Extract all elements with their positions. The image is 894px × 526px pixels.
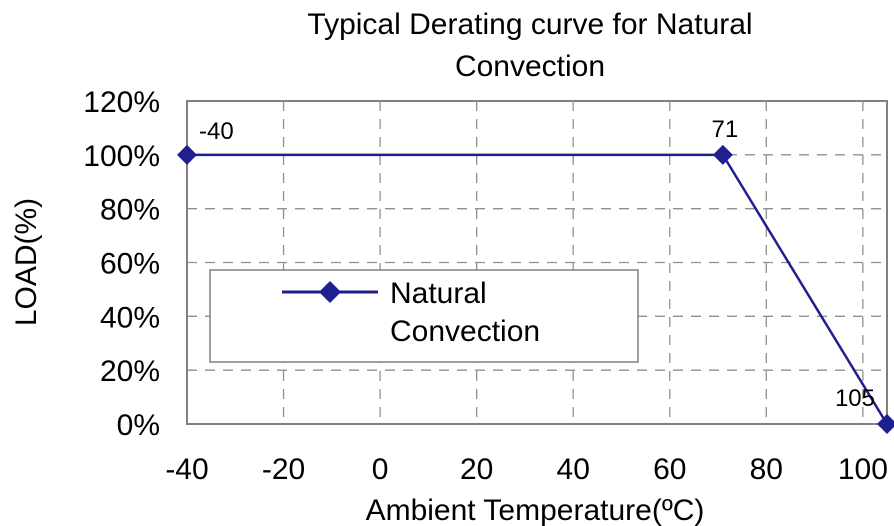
- series-natural-convection: -40 71 105: [177, 116, 894, 434]
- data-point-label: 105: [835, 385, 875, 412]
- y-tick-label: 60%: [100, 248, 160, 281]
- x-tick-label: 20: [460, 453, 493, 486]
- x-tick-label: 60: [653, 453, 686, 486]
- x-tick-label: 80: [750, 453, 783, 486]
- chart-title-line1: Typical Derating curve for Natural: [307, 8, 752, 41]
- data-point-marker: [877, 414, 894, 434]
- legend-label-line1: Natural: [390, 277, 487, 310]
- x-tick-label: -20: [262, 453, 305, 486]
- y-axis-title: LOAD(%): [10, 198, 43, 326]
- x-tick-labels: -40 -20 0 20 40 60 80 100: [165, 453, 888, 486]
- chart-title-line2: Convection: [455, 50, 605, 83]
- y-tick-label: 100%: [83, 140, 160, 173]
- x-axis-title: Ambient Temperature(ºC): [366, 494, 705, 526]
- legend: Natural Convection: [209, 269, 639, 363]
- y-tick-labels: 0% 20% 40% 60% 80% 100% 120%: [83, 86, 160, 442]
- x-tick-label: 0: [372, 453, 389, 486]
- data-point-label: 71: [712, 116, 739, 143]
- y-tick-label: 40%: [100, 301, 160, 334]
- data-point-marker: [177, 144, 197, 165]
- legend-marker-diamond: [319, 281, 341, 303]
- data-point-marker: [712, 144, 733, 165]
- y-tick-label: 80%: [100, 194, 160, 227]
- data-point-label: -40: [199, 118, 234, 145]
- x-tick-label: 40: [557, 453, 590, 486]
- legend-label-line2: Convection: [390, 315, 540, 348]
- x-tick-label: 100: [838, 453, 888, 486]
- y-tick-label: 0%: [117, 409, 160, 442]
- y-tick-label: 120%: [83, 86, 160, 119]
- legend-box: [209, 269, 639, 363]
- y-tick-label: 20%: [100, 355, 160, 388]
- x-tick-label: -40: [165, 453, 208, 486]
